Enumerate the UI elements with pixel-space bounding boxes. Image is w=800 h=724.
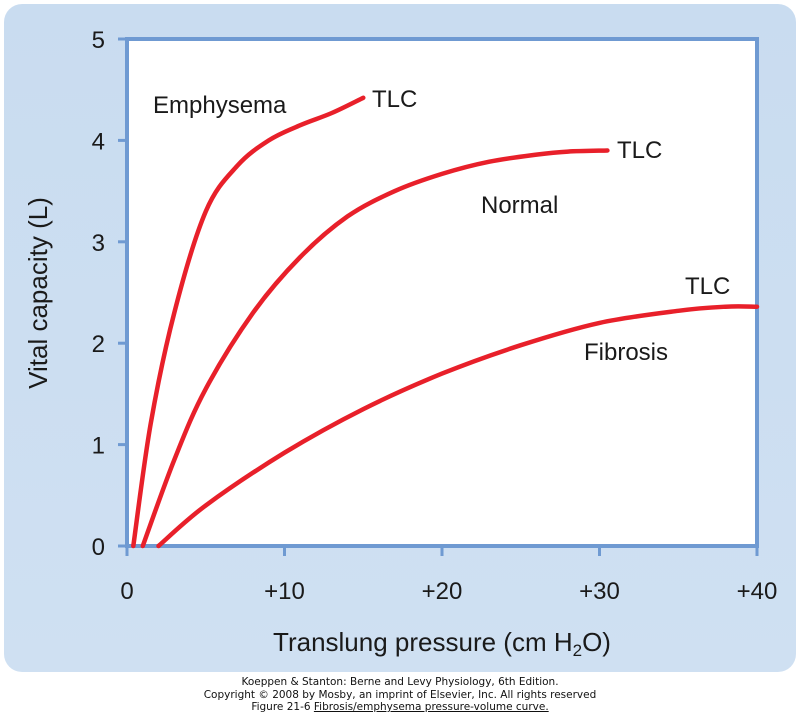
y-tick-label: 0 [92, 534, 105, 561]
normal-curve [140, 148, 610, 549]
emphysema-curve [131, 95, 366, 549]
tlc-label: TLC [685, 273, 730, 300]
y-tick-label: 1 [92, 433, 105, 460]
x-tick-label: +20 [422, 578, 463, 605]
x-axis-title-end: O) [582, 627, 611, 657]
figure-caption-link[interactable]: Fibrosis/emphysema pressure-volume curve… [313, 701, 549, 713]
x-axis-title: Translung pressure (cm H2O) [273, 627, 611, 660]
figure-number: Figure 21-6 [251, 701, 314, 713]
curves [131, 95, 760, 549]
y-axis-title: Vital capacity (L) [23, 197, 53, 389]
x-axis-title-main: Translung pressure (cm H [273, 627, 573, 657]
credits-line-3: Figure 21-6 Fibrosis/emphysema pressure-… [0, 701, 800, 714]
tlc-label: TLC [617, 137, 662, 164]
credits-line-1: Koeppen & Stanton: Berne and Levy Physio… [241, 676, 559, 688]
tlc-label: TLC [372, 86, 417, 113]
x-tick-label: 0 [120, 578, 133, 605]
credits-line-2: Copyright © 2008 by Mosby, an imprint of… [203, 688, 597, 701]
x-axis-title-subscript: 2 [573, 641, 582, 660]
plot-area [125, 37, 759, 548]
figure-credits: Koeppen & Stanton: Berne and Levy Physio… [0, 676, 800, 714]
y-tick-label: 2 [92, 331, 105, 358]
y-tick-label: 4 [92, 128, 105, 155]
x-tick-label: +30 [579, 578, 620, 605]
emphysema-label: Emphysema [153, 92, 287, 119]
curve-annotations: Emphysema TLC Normal TLC Fibrosis TLC [153, 86, 730, 366]
fibrosis-label: Fibrosis [584, 339, 668, 366]
y-axis-ticks: 0 1 2 3 4 5 [92, 27, 127, 561]
x-axis-ticks: 0 +10 +20 +30 +40 [120, 546, 777, 605]
x-tick-label: +40 [737, 578, 778, 605]
y-tick-label: 3 [92, 230, 105, 257]
x-tick-label: +10 [264, 578, 305, 605]
normal-label: Normal [481, 192, 558, 219]
fibrosis-curve [156, 304, 760, 549]
y-tick-label: 5 [92, 27, 105, 54]
